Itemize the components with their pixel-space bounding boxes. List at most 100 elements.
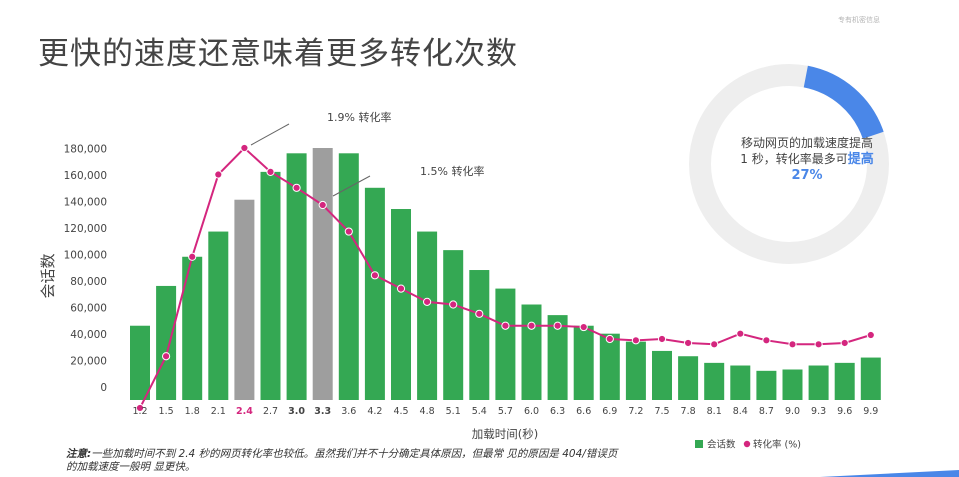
legend-line-swatch xyxy=(743,440,751,448)
bar-6.0 xyxy=(521,304,542,400)
footnote-label: 注意: xyxy=(66,448,92,460)
annotation-text: 1.5% 转化率 xyxy=(420,164,484,178)
confidential-label: 专有机密信息 xyxy=(838,16,880,24)
legend-line-label: 转化率 (%) xyxy=(753,439,801,451)
x-tick-label: 9.0 xyxy=(785,406,800,417)
bar-9.3 xyxy=(808,365,829,400)
donut-chart xyxy=(689,64,889,264)
bar-4.5 xyxy=(391,209,411,400)
bar-2.7 xyxy=(260,171,281,400)
donut-percent: 27% xyxy=(791,168,823,183)
bar-5.7 xyxy=(495,288,516,400)
donut-caption: 移动网页的加载速度提高 1 秒，转化率最多可提高 27% xyxy=(737,135,877,184)
x-axis-ticks: 1.2 1.5 1.8 2.1 2.4 2.7 3.0 3.3 3.6 4.2 4.5 4.8 5.1 5… xyxy=(132,406,878,417)
x-tick-label: 7.8 xyxy=(681,406,696,417)
line-point-4.2 xyxy=(370,271,379,280)
donut-arc xyxy=(803,65,884,140)
bar-2.4 xyxy=(234,199,255,400)
line-point-1.5 xyxy=(162,352,171,361)
conversion-line xyxy=(135,143,875,413)
x-tick-label: 6.0 xyxy=(524,406,539,417)
bar-4.2 xyxy=(364,187,385,400)
y-tick-label: 80,000 xyxy=(70,276,107,288)
y-tick-label: 180,000 xyxy=(64,143,107,155)
x-tick-label: 2.4 xyxy=(236,406,253,417)
line-point-3.3 xyxy=(318,200,327,210)
x-tick-label: 4.8 xyxy=(420,406,435,417)
bar-6.6 xyxy=(573,325,594,400)
bar-9.0 xyxy=(782,369,803,400)
bar-9.6 xyxy=(834,362,855,400)
x-tick-label: 3.3 xyxy=(314,406,331,417)
y-tick-label: 100,000 xyxy=(64,249,107,261)
line-point-3.6 xyxy=(344,227,353,236)
x-tick-label: 6.6 xyxy=(576,406,591,417)
x-tick-label: 8.7 xyxy=(759,406,774,417)
y-axis-ticks: 0 20,000 40,000 60,000 80,000 100,000 120,000 1… xyxy=(64,143,107,394)
x-tick-label: 1.5 xyxy=(159,406,174,417)
annotation-text: 1.9% 转化率 xyxy=(327,110,391,124)
y-tick-label: 40,000 xyxy=(70,329,107,341)
bar-6.9 xyxy=(599,333,620,400)
x-tick-label: 6.9 xyxy=(602,406,617,417)
line-point-3.0 xyxy=(292,183,301,192)
y-tick-label: 60,000 xyxy=(70,302,107,314)
bar-3.6 xyxy=(338,153,359,400)
y-tick-label: 0 xyxy=(100,382,107,394)
line-point-2.4 xyxy=(240,143,249,153)
bar-4.8 xyxy=(417,231,438,400)
line-point-7.8 xyxy=(684,338,693,348)
line-point-5.7 xyxy=(501,321,510,330)
bar-7.2 xyxy=(625,341,646,400)
bar-3.0 xyxy=(286,153,307,400)
bar-5.1 xyxy=(443,250,464,400)
bar-8.7 xyxy=(756,370,777,400)
x-tick-label: 9.6 xyxy=(837,406,852,417)
corner-accent xyxy=(820,470,959,477)
bar-5.4 xyxy=(469,270,490,400)
line-point-1.2 xyxy=(135,403,145,413)
x-tick-label: 9.3 xyxy=(811,406,826,417)
bar-7.8 xyxy=(678,356,699,400)
bar-7.5 xyxy=(652,350,672,400)
donut-caption-text: 移动网页的加载速度提高 1 秒，转化率最多可 xyxy=(740,136,873,166)
x-tick-label: 3.0 xyxy=(288,406,305,417)
x-tick-label: 9.9 xyxy=(863,406,878,417)
line-point-2.7 xyxy=(266,167,275,176)
bar-1.2 xyxy=(130,325,150,400)
line-point-6.6 xyxy=(579,322,588,332)
line-point-9.6 xyxy=(840,338,849,348)
line-point-6.3 xyxy=(553,321,562,330)
bar-1.8 xyxy=(182,256,203,400)
x-tick-label: 1.8 xyxy=(185,406,200,417)
x-tick-label: 5.7 xyxy=(498,406,513,417)
x-tick-label: 5.1 xyxy=(446,406,461,417)
x-tick-label: 3.6 xyxy=(341,406,356,417)
x-tick-label: 2.1 xyxy=(211,406,226,417)
line-point-8.4 xyxy=(736,329,745,338)
bar-9.9 xyxy=(860,357,881,400)
bar-1.5 xyxy=(156,285,177,400)
donut-track xyxy=(689,64,889,264)
line-point-8.7 xyxy=(762,336,771,345)
line-point-6.9 xyxy=(605,334,614,344)
x-tick-label: 5.4 xyxy=(472,406,487,417)
y-tick-label: 20,000 xyxy=(70,355,107,367)
annotation-leader xyxy=(332,175,371,197)
bar-8.4 xyxy=(730,365,751,400)
footnote-text: 一些加载时间不到 2.4 秒的网页转化率也较低。虽然我们并不十分确定具体原因，但… xyxy=(66,448,618,473)
line-point-7.5 xyxy=(657,334,667,344)
page-title: 更快的速度还意味着更多转化次数 xyxy=(38,36,518,72)
line-point-4.8 xyxy=(423,297,432,306)
donut-caption-highlight: 提高 xyxy=(847,152,874,167)
legend-bar-label: 会话数 xyxy=(707,439,736,451)
bar-2.1 xyxy=(208,231,229,400)
line-point-2.1 xyxy=(214,170,223,179)
x-tick-label: 7.5 xyxy=(654,406,669,417)
y-tick-label: 160,000 xyxy=(64,170,107,182)
line-point-9.0 xyxy=(788,340,797,349)
y-axis-label: 会话数 xyxy=(39,253,57,298)
x-tick-label: 6.3 xyxy=(550,406,565,417)
x-tick-label: 7.2 xyxy=(628,406,643,417)
